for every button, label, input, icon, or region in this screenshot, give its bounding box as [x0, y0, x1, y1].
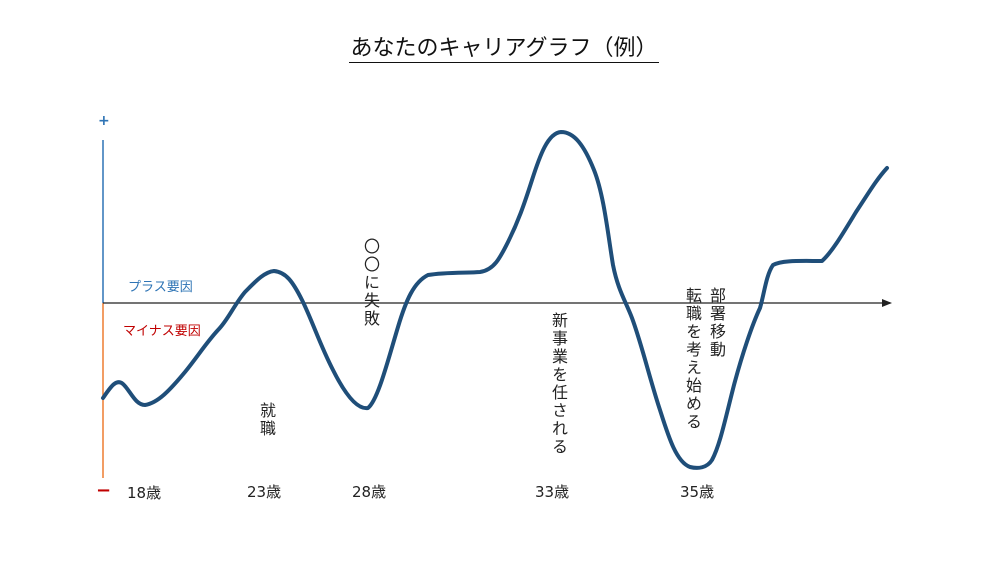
plus-sign: + [98, 113, 110, 129]
event-label-shippai: 〇〇に失敗 [361, 238, 380, 328]
age-label-35: 35歳 [680, 483, 715, 501]
career-curve [101, 130, 889, 470]
age-label-28: 28歳 [352, 483, 387, 501]
age-label-23: 23歳 [247, 483, 282, 501]
x-axis-arrow-icon [882, 299, 892, 307]
event-label-tenshoku: 転職を考え始める [683, 287, 702, 431]
event-label-shushoku: 就職 [257, 402, 276, 438]
slide-title: あなたのキャリアグラフ（例） [348, 36, 660, 63]
plus-factor-label: プラス要因 [128, 280, 193, 295]
minus-factor-label: マイナス要因 [123, 324, 201, 339]
age-label-33: 33歳 [535, 483, 570, 501]
event-label-busho: 部署移動 [707, 287, 726, 359]
minus-sign: − [96, 480, 112, 501]
event-label-shinjigyo: 新事業を任される [549, 312, 568, 456]
age-label-18: 18歳 [127, 484, 162, 502]
